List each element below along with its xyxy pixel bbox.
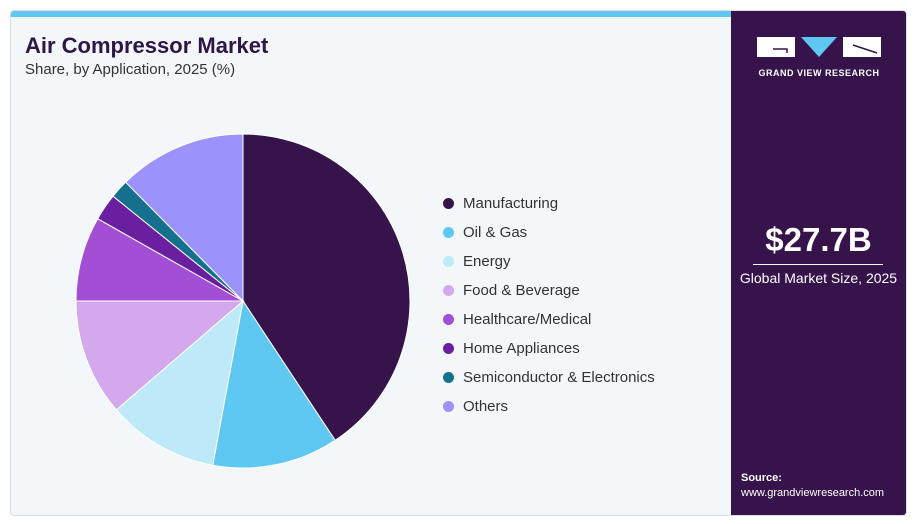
pie-slice-food-beverage: [75, 300, 245, 411]
legend-label: Others: [463, 398, 509, 415]
market-size-value: $27.7B: [765, 221, 872, 258]
gvr-logo-icon: [757, 37, 881, 57]
legend-item: Energy: [443, 247, 655, 276]
legend-swatch: [443, 314, 454, 325]
legend-swatch: [443, 401, 454, 412]
brand-name: GRAND VIEW RESEARCH: [758, 68, 880, 78]
source-link[interactable]: www.grandviewresearch.com: [741, 487, 885, 499]
legend-swatch: [443, 198, 454, 209]
legend-label: Manufacturing: [463, 195, 559, 212]
divider: [753, 264, 883, 265]
legend-item: Oil & Gas: [443, 218, 655, 247]
chart-subtitle: Share, by Application, 2025 (%): [25, 61, 236, 78]
legend-label: Home Appliances: [463, 340, 580, 357]
legend-swatch: [443, 285, 454, 296]
legend-swatch: [443, 227, 454, 238]
pie-slice-others: [124, 133, 244, 303]
legend-swatch: [443, 372, 454, 383]
legend-label: Energy: [463, 253, 511, 270]
legend-swatch: [443, 343, 454, 354]
legend-item: Food & Beverage: [443, 276, 655, 305]
accent-bar: [11, 11, 731, 17]
legend: Manufacturing Oil & Gas Energy Food & Bever…: [443, 189, 655, 421]
legend-label: Semiconductor & Electronics: [463, 369, 655, 386]
chart-title: Air Compressor Market: [25, 33, 269, 58]
chart-card: Air Compressor Market Share, by Applicat…: [10, 10, 907, 516]
legend-item: Healthcare/Medical: [443, 305, 655, 334]
legend-label: Oil & Gas: [463, 224, 528, 241]
legend-item: Home Appliances: [443, 334, 655, 363]
pie-slice-oil-gas: [212, 299, 336, 469]
legend-label: Healthcare/Medical: [463, 311, 592, 328]
pie-chart: [75, 133, 411, 469]
brand-logo: GRAND VIEW RESEARCH: [757, 35, 881, 78]
source-label: Source:: [741, 472, 782, 484]
sidebar-panel: GRAND VIEW RESEARCH $27.7B Global Market…: [731, 11, 906, 515]
legend-item: Semiconductor & Electronics: [443, 363, 655, 392]
legend-item: Manufacturing: [443, 189, 655, 218]
market-size-label: Global Market Size, 2025: [739, 270, 898, 286]
legend-item: Others: [443, 392, 655, 421]
source: Source: www.grandviewresearch.com: [741, 471, 884, 501]
legend-swatch: [443, 256, 454, 267]
pie-slice-energy: [115, 299, 244, 466]
legend-label: Food & Beverage: [463, 282, 580, 299]
